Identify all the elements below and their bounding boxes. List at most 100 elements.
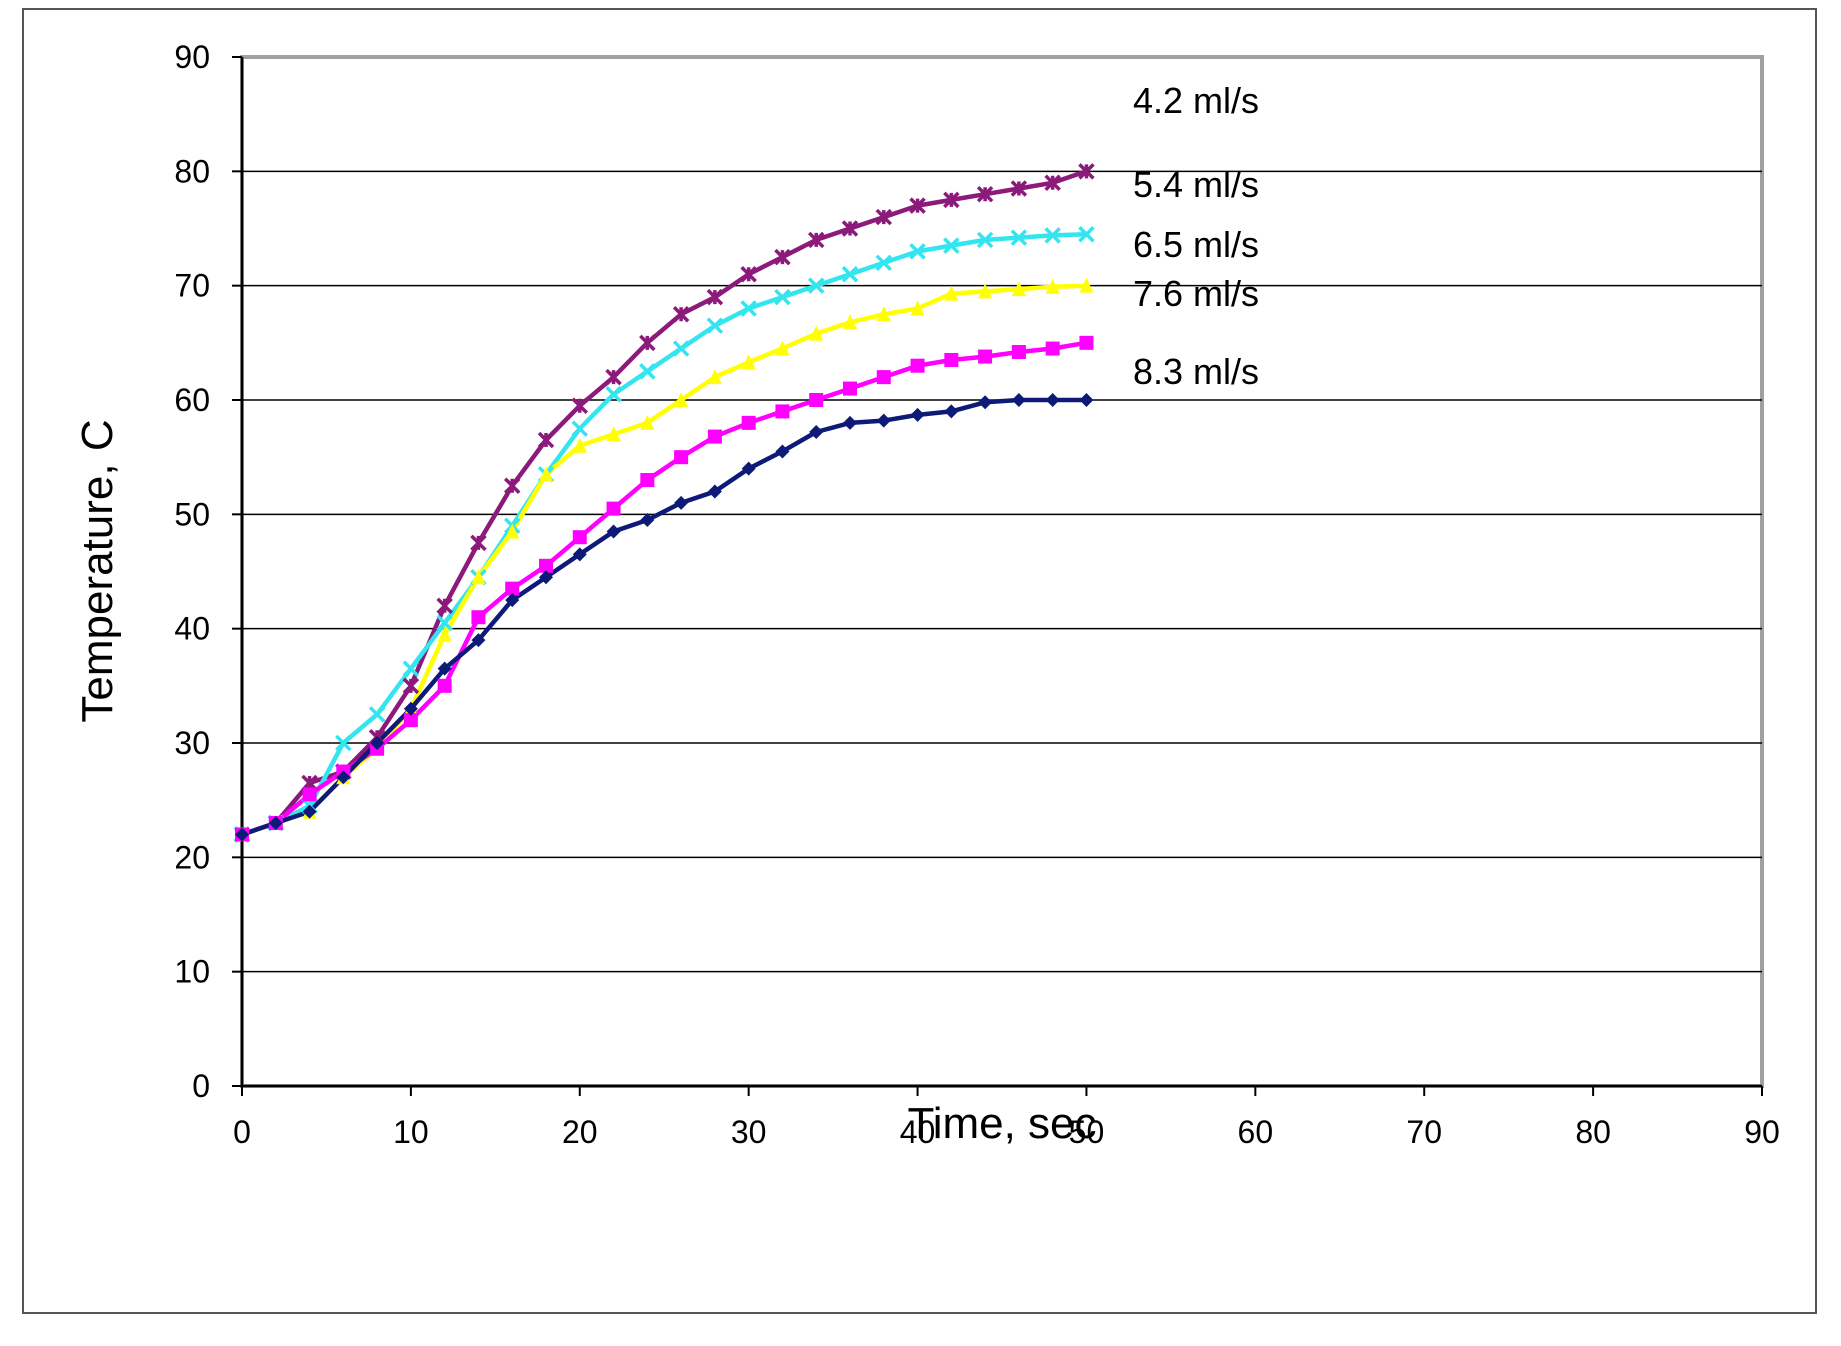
data-point (1079, 335, 1094, 350)
data-point (1045, 393, 1060, 407)
data-point (944, 352, 959, 367)
data-point (841, 265, 859, 283)
data-point (976, 185, 994, 203)
plot-background (240, 55, 1764, 1088)
data-point (605, 386, 622, 403)
y-tick-label: 60 (174, 382, 210, 418)
data-point (471, 633, 486, 648)
data-point (539, 466, 553, 482)
data-point (774, 248, 791, 266)
data-point (910, 407, 925, 422)
data-point (640, 473, 655, 488)
data-point (706, 288, 724, 306)
data-point (740, 265, 757, 283)
data-point (302, 804, 317, 819)
y-tick-labels: 0 10 20 30 40 50 60 70 80 90 (174, 39, 210, 1104)
data-point (1044, 174, 1061, 192)
data-point (505, 523, 520, 539)
data-point (909, 197, 926, 214)
series-label: 4.2 ml/s (1133, 80, 1259, 121)
series-label: 7.6 ml/s (1133, 273, 1259, 314)
data-point (1045, 278, 1060, 294)
data-point (471, 610, 486, 625)
data-point (437, 626, 452, 642)
y-tick-label: 10 (174, 954, 210, 990)
data-point (606, 426, 621, 442)
data-point (943, 237, 960, 254)
series-label: 8.3 ml/s (1133, 351, 1259, 392)
data-point (809, 393, 824, 407)
data-point (978, 395, 993, 410)
data-point (571, 397, 589, 414)
y-tick-label: 50 (174, 496, 210, 532)
data-point (571, 420, 589, 437)
data-point (335, 734, 352, 752)
data-point (402, 677, 420, 695)
data-point (471, 569, 486, 585)
data-point (503, 477, 521, 494)
y-tick-label: 20 (174, 839, 210, 875)
data-point (437, 678, 452, 693)
data-point (436, 597, 453, 615)
data-point (505, 581, 520, 596)
x-tick-label: 90 (1744, 1114, 1780, 1150)
data-point (876, 413, 891, 428)
plot-area (232, 55, 1764, 1096)
data-point (1011, 281, 1026, 297)
data-point (1010, 180, 1028, 197)
data-point (775, 444, 790, 459)
data-point (943, 191, 960, 209)
series-label: 5.4 ml/s (1133, 164, 1259, 205)
data-point (639, 363, 656, 380)
data-point (774, 288, 791, 306)
data-point (606, 501, 621, 516)
data-point (1011, 393, 1026, 407)
x-tick-label: 70 (1406, 1114, 1442, 1150)
data-point (572, 530, 587, 545)
data-point (505, 593, 520, 608)
data-point (976, 231, 994, 249)
y-tick-label: 90 (174, 39, 210, 75)
x-tick-label: 20 (562, 1114, 598, 1150)
data-point (706, 317, 724, 334)
data-point (707, 429, 722, 444)
data-point (537, 431, 555, 449)
data-point (672, 306, 690, 323)
data-point (1079, 277, 1094, 293)
data-point (640, 513, 655, 528)
data-point (403, 713, 418, 728)
data-point (775, 340, 790, 356)
data-point (368, 706, 386, 723)
data-point (1078, 163, 1095, 180)
data-point (336, 770, 351, 785)
data-point (944, 404, 959, 419)
data-point (639, 334, 656, 352)
data-point (235, 827, 249, 842)
series-labels: 4.2 ml/s 5.4 ml/s 6.5 ml/s 7.6 ml/s 8.3 ml/s (1133, 80, 1259, 392)
data-point (640, 414, 655, 430)
data-point (809, 425, 824, 440)
data-point (674, 392, 689, 407)
x-tick-label: 60 (1238, 1114, 1274, 1150)
data-point (910, 358, 925, 373)
data-point (843, 314, 857, 330)
data-point (775, 404, 790, 419)
data-point (470, 534, 487, 552)
data-point (707, 369, 722, 385)
data-point (539, 558, 553, 573)
data-point (807, 277, 825, 294)
data-point (707, 484, 722, 499)
series-marker-group (235, 393, 1094, 842)
data-point (841, 220, 859, 237)
axes (232, 56, 1763, 1096)
x-axis-title: Time, sec (907, 1099, 1096, 1148)
x-tick-label: 30 (731, 1114, 767, 1150)
y-tick-label: 30 (174, 725, 210, 761)
data-point (741, 461, 756, 476)
data-point (1011, 344, 1026, 359)
data-point (606, 524, 621, 539)
x-tick-label: 80 (1575, 1114, 1611, 1150)
data-point (807, 231, 825, 249)
y-axis-title: Temperature, C (73, 419, 122, 722)
